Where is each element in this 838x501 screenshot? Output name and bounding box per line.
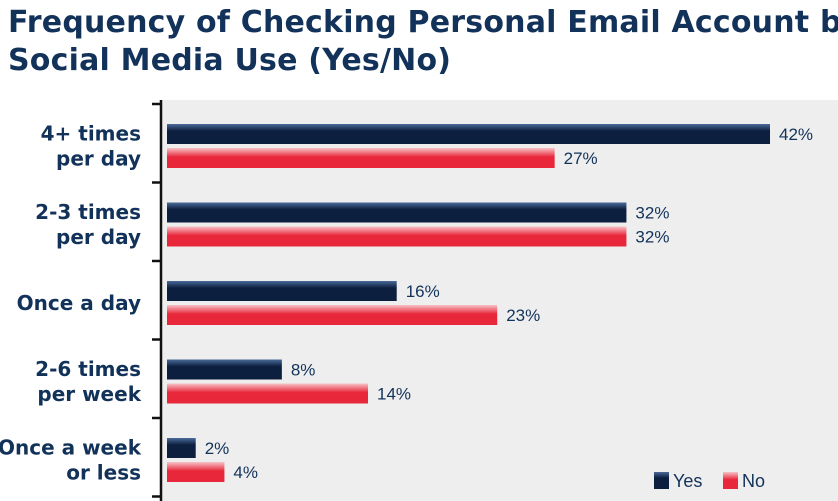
legend: Yes No [654, 471, 765, 491]
value-label-yes-2: 16% [406, 282, 440, 301]
bar-yes-0 [167, 124, 770, 144]
legend-swatch-no [723, 472, 738, 489]
axis-ticks [152, 102, 161, 498]
legend-swatch-yes [654, 472, 669, 489]
bars-group [167, 124, 770, 482]
category-label-0-0: 4+ times [41, 122, 141, 146]
bar-yes-4 [167, 438, 196, 458]
value-label-yes-4: 2% [205, 439, 230, 458]
bar-no-0 [167, 148, 555, 168]
category-label-4-0: Once a week [0, 436, 142, 460]
value-label-no-1: 32% [635, 228, 669, 247]
value-label-no-3: 14% [377, 385, 411, 404]
value-label-no-2: 23% [506, 306, 540, 325]
bar-no-1 [167, 226, 627, 247]
legend-label-no: No [742, 471, 765, 491]
category-label-1-0: 2-3 times [35, 200, 141, 224]
category-label-3-1: per week [37, 382, 141, 406]
bar-no-3 [167, 383, 368, 404]
bar-yes-3 [167, 359, 282, 380]
value-label-yes-0: 42% [779, 125, 813, 144]
bar-yes-1 [167, 202, 627, 223]
chart-title: Frequency of Checking Personal Email Acc… [8, 4, 838, 80]
category-label-3-0: 2-6 times [35, 357, 141, 381]
category-label-4-1: or less [66, 461, 141, 485]
value-label-no-0: 27% [564, 149, 598, 168]
value-label-yes-1: 32% [635, 204, 669, 223]
chart-title-line-1: Frequency of Checking Personal Email Acc… [8, 5, 838, 40]
category-label-1-1: per day [56, 225, 141, 249]
bar-no-4 [167, 462, 225, 482]
bar-no-2 [167, 305, 498, 325]
value-label-no-4: 4% [233, 463, 258, 482]
bar-yes-2 [167, 281, 397, 301]
value-label-yes-3: 8% [291, 361, 316, 380]
category-label-2-0: Once a day [17, 291, 141, 315]
chart-title-line-2: Social Media Use (Yes/No) [8, 43, 452, 78]
category-label-0-1: per day [56, 147, 141, 171]
legend-label-yes: Yes [673, 471, 702, 491]
